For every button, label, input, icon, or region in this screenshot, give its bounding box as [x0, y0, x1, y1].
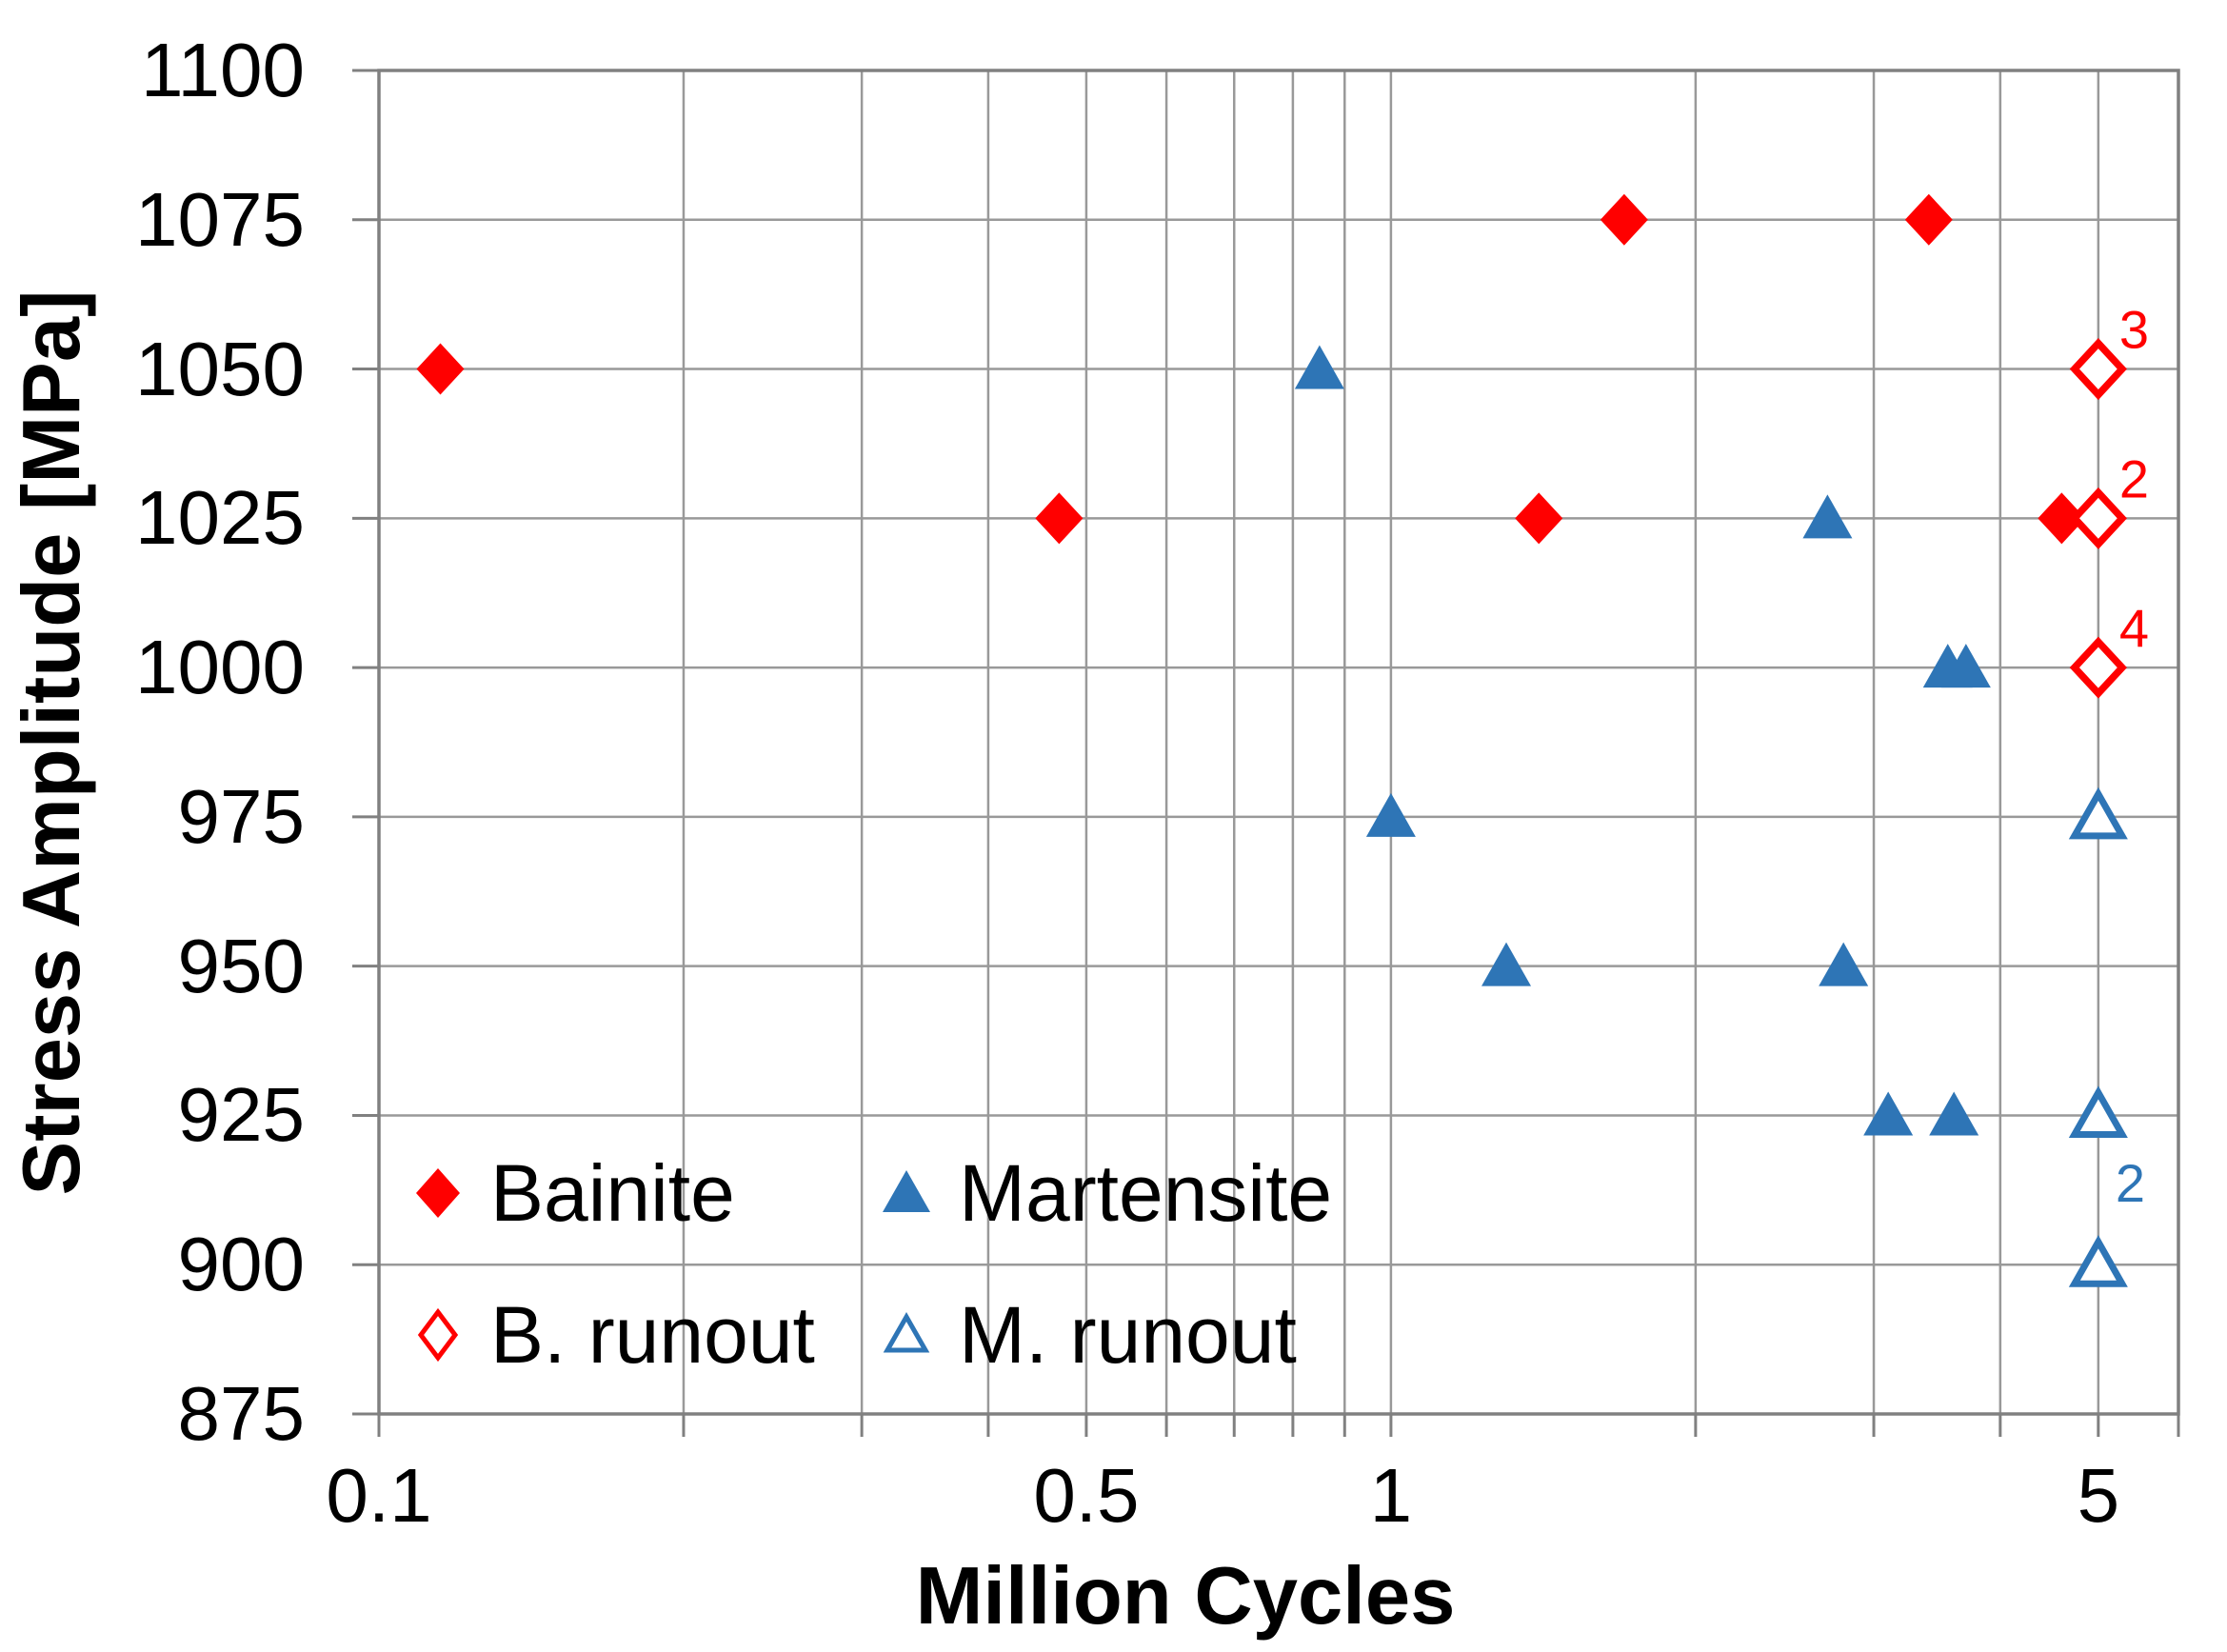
- martensite-open-triangle-icon: [883, 1311, 930, 1353]
- data-point-marker: [1802, 494, 1853, 539]
- data-point-marker: [2069, 636, 2127, 699]
- data-point-marker: [1863, 1091, 1914, 1136]
- legend-label-bainite: Bainite: [490, 1148, 735, 1238]
- data-point-marker: [2068, 786, 2128, 840]
- legend-label-m-runout: M. runout: [959, 1290, 1297, 1380]
- martensite-solid-triangle-icon: [883, 1170, 930, 1212]
- data-point-marker: [416, 343, 465, 395]
- legend-item-martensite: Martensite: [864, 1144, 1332, 1243]
- runout-count-superscript: 4: [2119, 598, 2149, 658]
- x-tick-label: 0.1: [326, 1453, 432, 1538]
- data-point-marker: [2038, 492, 2086, 545]
- x-tick-label: 0.5: [1033, 1453, 1140, 1538]
- tick-marks: [352, 69, 2180, 1437]
- data-point-marker: [2068, 1085, 2128, 1138]
- x-axis-title: Million Cycles: [915, 1551, 1456, 1642]
- legend-item-m-runout: M. runout: [864, 1285, 1297, 1384]
- data-point-marker: [1515, 492, 1563, 545]
- legend-marker: [416, 1168, 460, 1218]
- data-point-marker: [1819, 942, 1869, 986]
- plot-border: [377, 69, 2180, 1416]
- series-b-runout: 3 2 4: [2069, 300, 2149, 699]
- legend-item-bainite: Bainite: [395, 1144, 735, 1243]
- y-tick-label: 1100: [140, 28, 305, 112]
- x-tick-label: 1: [1369, 1453, 1413, 1538]
- y-tick-label: 875: [177, 1371, 305, 1456]
- series-m-runout: 2: [2068, 786, 2145, 1287]
- data-point-marker: [1294, 345, 1344, 389]
- data-point-marker: [1035, 492, 1084, 545]
- legend-label-martensite: Martensite: [959, 1148, 1333, 1238]
- y-tick-label: 900: [177, 1222, 305, 1307]
- data-point-marker: [1904, 193, 1953, 246]
- runout-count-superscript: 3: [2119, 300, 2149, 360]
- runout-count-superscript: 2: [2116, 1153, 2145, 1213]
- legend-label-b-runout: B. runout: [490, 1290, 815, 1380]
- y-tick-label: 1050: [135, 326, 305, 411]
- bainite-open-diamond-icon: [417, 1307, 459, 1363]
- legend-marker: [417, 1307, 459, 1363]
- data-point-marker: [1600, 193, 1648, 246]
- runout-count-superscript: 2: [2119, 448, 2149, 508]
- data-point-marker: [2069, 338, 2127, 401]
- x-tick-label: 5: [2077, 1453, 2120, 1538]
- legend-marker: [883, 1170, 930, 1212]
- legend-marker: [883, 1311, 930, 1353]
- y-tick-label: 1000: [135, 625, 305, 710]
- data-point-marker: [1929, 1091, 1979, 1136]
- data-point-marker: [1940, 644, 1991, 688]
- series-bainite: [416, 193, 2086, 545]
- y-tick-label: 950: [177, 923, 305, 1008]
- y-axis-title: Stress Amplitude [MPa]: [7, 289, 97, 1196]
- data-point-marker: [1365, 792, 1416, 837]
- y-tick-label: 975: [177, 773, 305, 859]
- y-tick-label: 1025: [135, 475, 305, 561]
- data-point-marker: [1481, 942, 1532, 986]
- y-tick-label: 1075: [135, 176, 305, 262]
- legend-item-b-runout: B. runout: [395, 1285, 815, 1384]
- y-tick-label: 925: [177, 1072, 305, 1158]
- series-martensite: [1294, 345, 1991, 1136]
- data-point-marker: [2068, 1235, 2128, 1287]
- data-point-marker: [2069, 487, 2127, 549]
- bainite-solid-diamond-icon: [416, 1168, 460, 1218]
